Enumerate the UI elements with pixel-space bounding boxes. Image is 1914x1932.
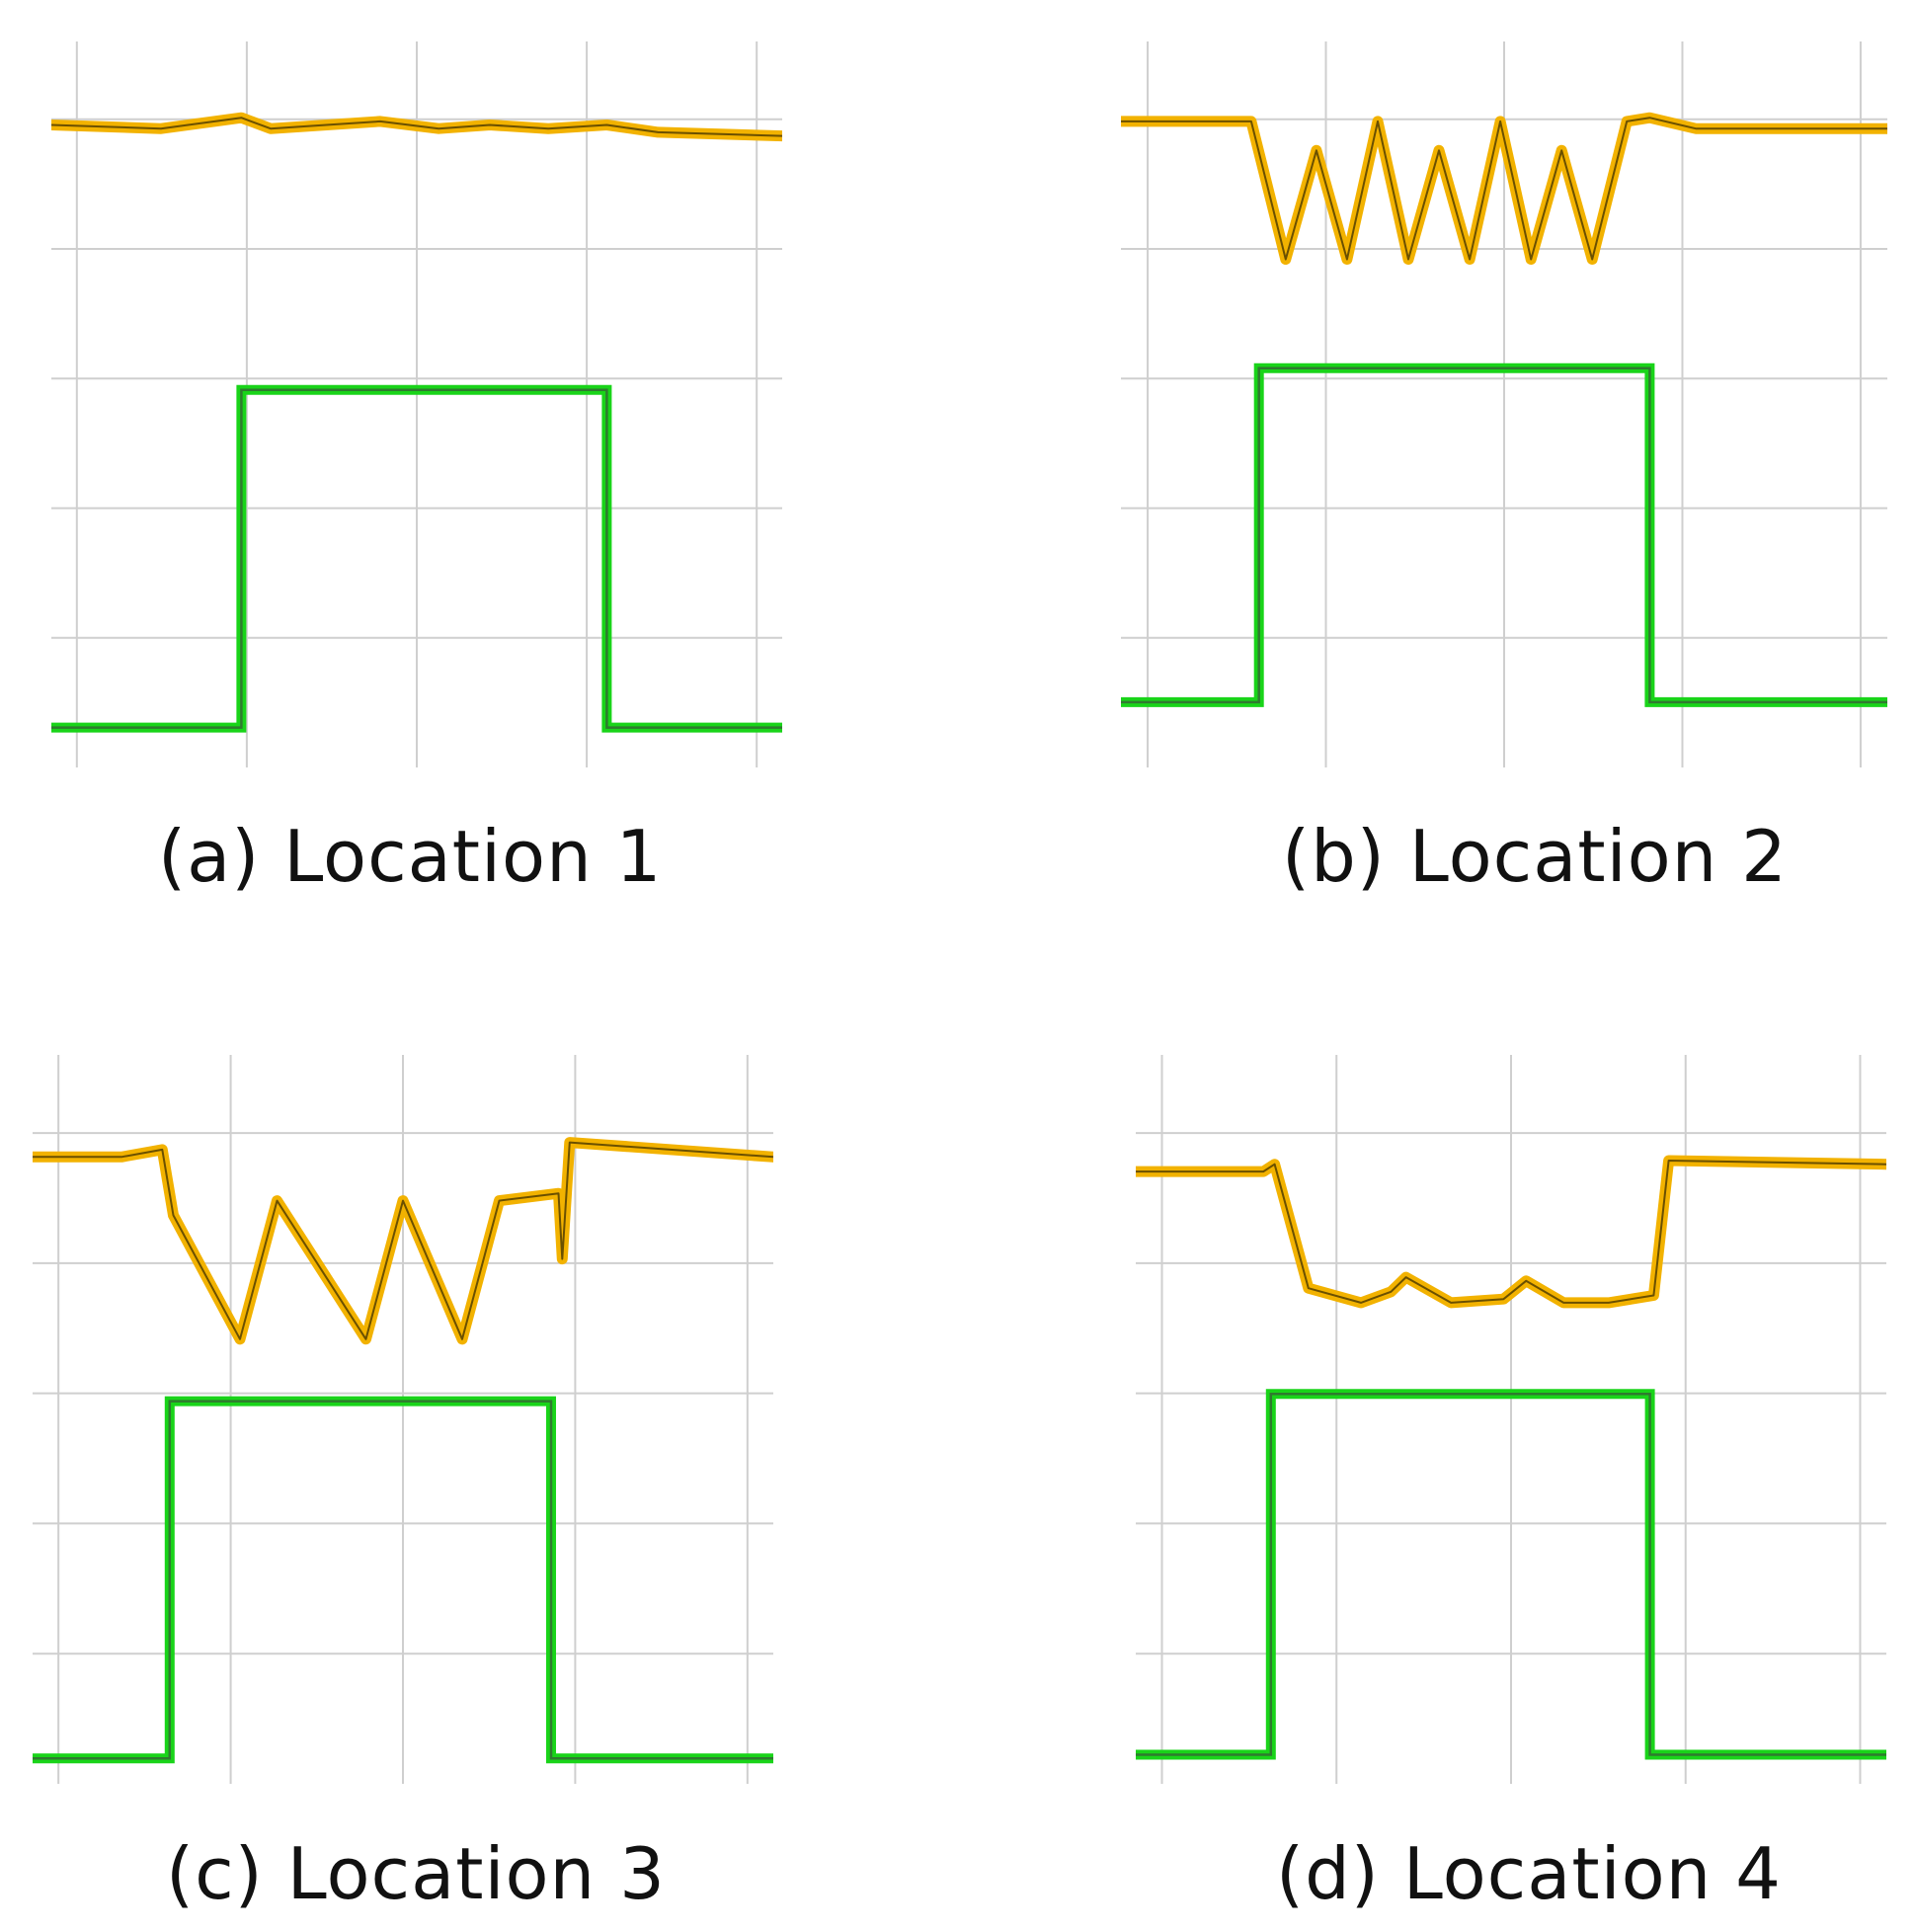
scope-panel-a (51, 41, 782, 767)
trace-channel-2-edge (51, 388, 782, 729)
scope-panel-c (33, 1055, 773, 1784)
scope-panel-d (1136, 1055, 1886, 1784)
grid (33, 1055, 773, 1784)
caption-b: (b) Location 2 (1282, 815, 1788, 898)
caption-c: (c) Location 3 (166, 1832, 666, 1915)
scope-plot-a (51, 41, 782, 767)
caption-d: (d) Location 4 (1276, 1832, 1782, 1915)
scope-panel-b (1121, 41, 1887, 767)
trace-channel-2-edge (1136, 1392, 1886, 1756)
trace-channel-1-core (1136, 1160, 1886, 1304)
grid (51, 41, 782, 767)
caption-a: (a) Location 1 (158, 815, 663, 898)
scope-plot-b (1121, 41, 1887, 767)
scope-plot-c (33, 1055, 773, 1784)
trace-channel-2-edge (1121, 366, 1887, 704)
trace-channel-1-core (51, 117, 782, 137)
trace-channel-2-edge (33, 1400, 773, 1760)
trace-channel-1-core (1121, 117, 1887, 261)
trace-channel-1-core (33, 1141, 773, 1340)
scope-plot-d (1136, 1055, 1886, 1784)
